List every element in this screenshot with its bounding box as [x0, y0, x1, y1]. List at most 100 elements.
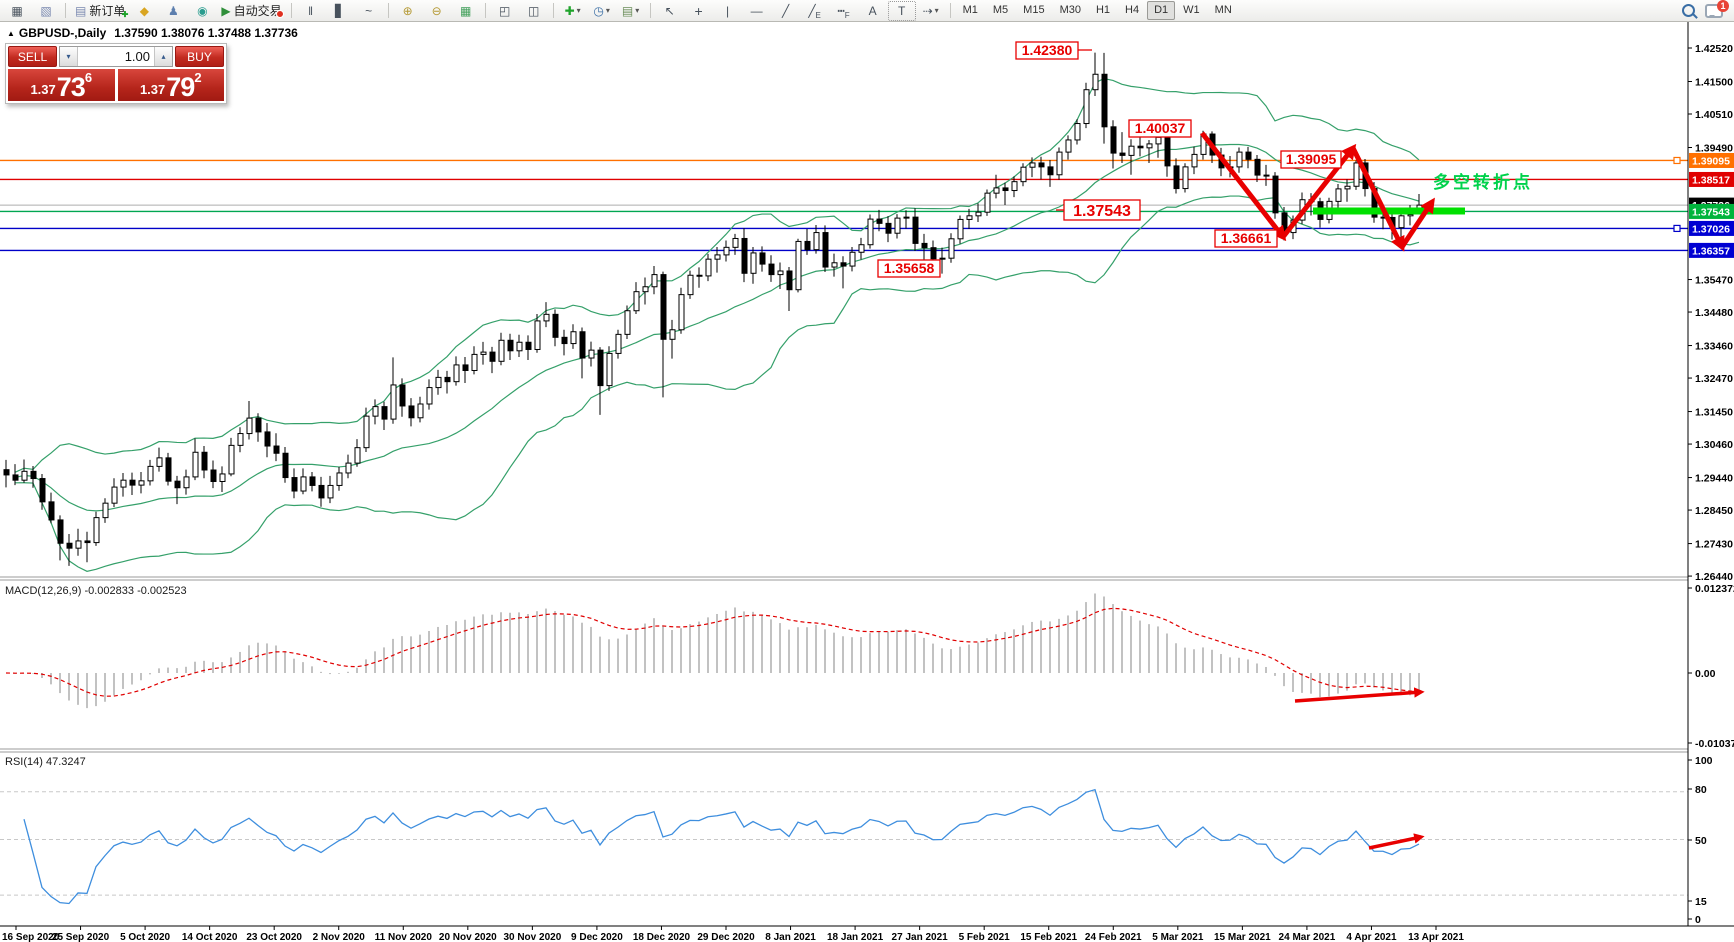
timeframe-d1[interactable]: D1: [1147, 1, 1176, 20]
buy-price-small: 1.37: [139, 82, 166, 97]
rsi-annotation-arrow[interactable]: [1368, 833, 1425, 850]
candlestick: [417, 403, 424, 419]
date-label: 15 Feb 2021: [1020, 932, 1077, 942]
candlestick: [759, 252, 766, 265]
candlestick: [993, 187, 1000, 194]
candlestick: [597, 349, 604, 387]
buy-price-display[interactable]: 1.37 79 2: [117, 69, 224, 101]
candlestick: [543, 313, 550, 322]
price-callout-box[interactable]: [1280, 150, 1342, 169]
candlestick: [336, 472, 343, 486]
cursor-icon: ↖: [664, 3, 675, 18]
buy-button[interactable]: BUY: [175, 46, 224, 67]
line-handle[interactable]: [1673, 224, 1681, 233]
candlestick: [1245, 151, 1252, 160]
bar-chart-button[interactable]: ‖: [297, 1, 325, 21]
fibonacci-button[interactable]: ┅ F: [830, 1, 858, 21]
signals-button[interactable]: ◉: [188, 1, 216, 21]
trendline-button[interactable]: ╱: [772, 1, 800, 21]
chart-shift-button[interactable]: ◫: [520, 1, 548, 21]
candlestick: [3, 469, 10, 476]
profiles-button[interactable]: ▧: [32, 1, 60, 21]
rsi-label: RSI(14) 47.3247: [5, 756, 86, 768]
history-center-button[interactable]: ◆: [130, 1, 158, 21]
line-handle[interactable]: [1673, 156, 1681, 165]
horizontal-line-button[interactable]: —: [743, 1, 771, 21]
search-icon[interactable]: [1682, 4, 1695, 17]
auto-arrange-button[interactable]: ◰: [491, 1, 519, 21]
candlestick: [1074, 123, 1081, 141]
rsi-line: [23, 788, 1420, 905]
timeframe-mn[interactable]: MN: [1214, 4, 1232, 16]
candlestick: [201, 451, 208, 471]
new-order-button[interactable]: ▤ ✚ 新订单: [71, 1, 129, 21]
cursor-button[interactable]: ↖: [656, 1, 684, 21]
chart-title: ▲ GBPUSD-,Daily 1.37590 1.38076 1.37488 1.…: [7, 26, 298, 40]
price-tag-text: 1.38517: [1692, 174, 1730, 186]
macd-annotation-arrow[interactable]: [1294, 687, 1425, 703]
timeframe-m15[interactable]: M15: [1023, 4, 1045, 16]
timeframe-m30[interactable]: M30: [1059, 4, 1081, 16]
vertical-line-button[interactable]: |: [714, 1, 742, 21]
candlestick: [183, 476, 190, 489]
price-callout-box[interactable]: [1063, 199, 1141, 221]
price-callout-box[interactable]: [877, 259, 941, 278]
candlestick: [39, 478, 46, 503]
bar-chart-icon: ‖: [308, 3, 314, 18]
zoom-out-button[interactable]: ⊖: [423, 1, 451, 21]
tile-windows-icon: ▦: [459, 3, 472, 18]
price-axis-label: 1.41500: [1695, 76, 1733, 88]
timeframe-h4[interactable]: H4: [1125, 4, 1140, 16]
timeframe-m5[interactable]: M5: [992, 4, 1009, 16]
price-callout-box[interactable]: [1128, 119, 1192, 138]
line-chart-button[interactable]: ~: [355, 1, 383, 21]
candlestick: [921, 242, 928, 249]
plus-icon: ✚: [121, 9, 129, 19]
arrows-button[interactable]: ⇢ ▾: [917, 1, 945, 21]
experts-button[interactable]: ♟: [159, 1, 187, 21]
trend-arrow[interactable]: [1399, 197, 1435, 249]
new-chart-button[interactable]: ▦: [3, 1, 31, 21]
sell-price-display[interactable]: 1.37 73 6: [8, 69, 115, 101]
crosshair-button[interactable]: +: [685, 1, 713, 21]
price-callout-box[interactable]: [1015, 41, 1079, 60]
text-label-button[interactable]: T: [887, 0, 916, 21]
new-order-label: 新订单: [89, 4, 126, 18]
price-tag-text: 1.37543: [1692, 206, 1730, 218]
price-axis-label: 1.33460: [1695, 341, 1733, 353]
zoom-in-button[interactable]: ⊕: [394, 1, 422, 21]
tile-windows-button[interactable]: ▦: [452, 1, 480, 21]
rsi-axis-label: 80: [1695, 784, 1707, 796]
periods-button[interactable]: ◷ ▾: [588, 1, 616, 21]
autotrading-stopped-dot: [275, 9, 284, 18]
candlestick: [1191, 153, 1198, 168]
timeframe-m1[interactable]: M1: [962, 4, 978, 16]
volume-input[interactable]: [78, 47, 154, 66]
candlestick: [255, 417, 262, 433]
sell-button[interactable]: SELL: [8, 46, 57, 67]
timeframe-h1[interactable]: H1: [1095, 4, 1111, 16]
autotrading-button[interactable]: ▶ 自动交易: [217, 1, 285, 21]
channel-button[interactable]: ╱ E: [801, 1, 829, 21]
candlestick: [1083, 89, 1090, 125]
price-axis-label: 1.29440: [1695, 473, 1733, 485]
chat-icon[interactable]: 1: [1705, 0, 1729, 18]
timeframe-w1[interactable]: W1: [1183, 4, 1200, 16]
indicators-button[interactable]: ✚ ▾: [559, 1, 587, 21]
text-button[interactable]: A: [859, 1, 887, 21]
collapse-arrow-icon[interactable]: ▲: [7, 29, 15, 38]
candlestick: [192, 451, 199, 478]
turning-point-note[interactable]: 多空转折点: [1433, 172, 1533, 192]
trend-arrow[interactable]: [1200, 131, 1287, 242]
templates-button[interactable]: ▤ ▾: [617, 1, 645, 21]
trend-arrow[interactable]: [1350, 146, 1405, 252]
candlestick: [588, 349, 595, 359]
candlestick: [165, 457, 172, 482]
volume-increase-button[interactable]: ▴: [154, 47, 172, 66]
candlestick-chart-button[interactable]: ▋: [326, 1, 354, 21]
price-callout-box[interactable]: [1214, 229, 1278, 248]
volume-decrease-button[interactable]: ▾: [60, 47, 78, 66]
candlestick: [1137, 145, 1144, 149]
macd-signal-line: [5, 607, 1420, 697]
